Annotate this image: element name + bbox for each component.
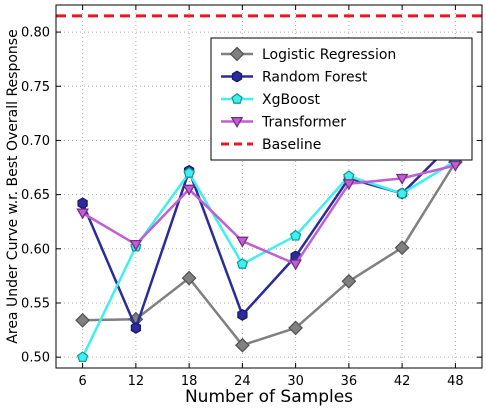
x-tick-label: 6 — [78, 374, 86, 389]
x-axis-title: Number of Samples — [185, 387, 353, 407]
plot-frame — [55, 4, 483, 369]
legend-marker — [230, 116, 244, 129]
x-tick-label: 36 — [341, 374, 358, 389]
data-point — [234, 337, 250, 353]
data-point — [237, 308, 248, 321]
y-tick-label: 0.80 — [21, 26, 50, 41]
data-point — [76, 208, 89, 220]
data-point — [449, 160, 462, 172]
legend-item: XgBoost — [221, 92, 321, 108]
data-point — [288, 320, 304, 336]
legend-label: XgBoost — [262, 92, 321, 108]
x-tick-label: 30 — [287, 374, 304, 389]
legend-item: Baseline — [221, 137, 321, 153]
data-point — [396, 187, 408, 199]
data-point — [76, 351, 89, 363]
legend: Logistic Regression Random Forest XgBoost T… — [210, 37, 473, 161]
data-point — [236, 236, 249, 248]
data-point — [75, 312, 91, 328]
y-tick-label: 0.65 — [21, 188, 50, 203]
x-tick-label: 12 — [128, 374, 145, 389]
series-line — [81, 164, 456, 266]
data-point — [341, 273, 357, 289]
legend-item: Transformer — [221, 115, 346, 131]
y-tick-label: 0.60 — [21, 242, 50, 257]
legend-marker — [229, 46, 245, 62]
series-line — [82, 161, 457, 347]
data-point — [181, 270, 197, 286]
data-point — [236, 257, 249, 269]
data-point — [130, 321, 142, 334]
data-point — [182, 184, 196, 196]
series-logistic-regression — [75, 154, 463, 353]
x-tick-label: 18 — [181, 374, 198, 389]
series-transformer — [76, 160, 462, 271]
series-line — [81, 139, 457, 330]
y-tick-label: 0.75 — [21, 80, 50, 95]
data-point — [77, 197, 88, 210]
legend-marker — [231, 92, 243, 104]
y-tick-label: 0.50 — [21, 351, 50, 366]
legend-label: Random Forest — [262, 70, 368, 86]
x-tick-label: 42 — [394, 374, 411, 389]
legend-marker — [231, 70, 243, 83]
legend-item: Random Forest — [221, 70, 368, 86]
legend-box — [210, 37, 473, 161]
legend-item: Logistic Regression — [221, 46, 396, 63]
data-point — [289, 229, 302, 241]
data-point — [395, 173, 409, 185]
x-tick-label: 24 — [234, 374, 251, 389]
data-point — [129, 239, 143, 252]
data-point — [343, 170, 355, 182]
y-tick-label: 0.55 — [21, 296, 50, 311]
x-tick-label: 48 — [447, 374, 464, 389]
ticks: 6 12 18 24 30 36 42 48 0.50 0.55 0.60 0.65 0.70 0.75 0… — [21, 5, 482, 389]
data-point — [289, 259, 302, 271]
data-point — [342, 179, 356, 191]
y-axis-title: Area Under Curve w.r. Best Overall Respo… — [5, 29, 21, 343]
legend-label: Logistic Regression — [262, 47, 396, 63]
data-point — [394, 240, 410, 256]
y-tick-label: 0.70 — [21, 134, 50, 149]
series-layer — [75, 134, 463, 363]
data-point — [183, 167, 195, 178]
legend-label: Transformer — [261, 115, 346, 131]
legend-label: Baseline — [262, 137, 321, 153]
